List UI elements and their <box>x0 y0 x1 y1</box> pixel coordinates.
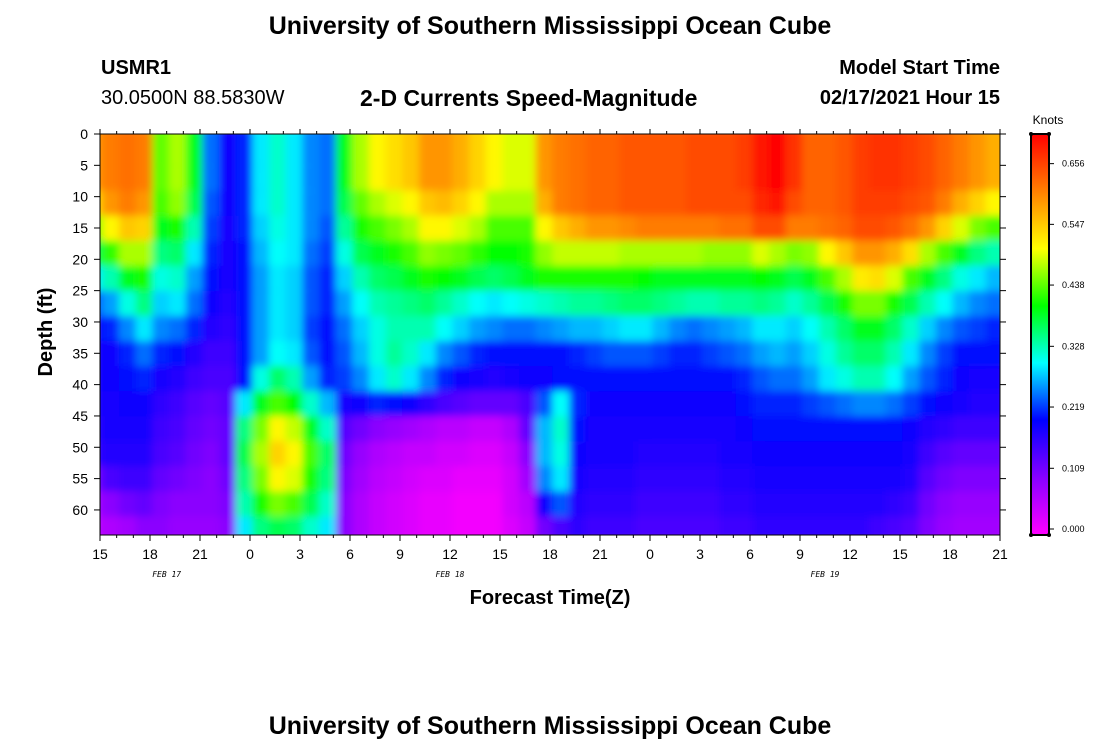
colorbar-units: Knots <box>1033 113 1064 127</box>
x-tick-label: 15 <box>892 546 908 562</box>
x-tick-label: 0 <box>246 546 254 562</box>
y-tick-label: 0 <box>80 126 88 142</box>
y-tick-label: 20 <box>72 251 88 267</box>
colorbar-corner <box>1029 132 1033 136</box>
date-label: FEB 17 <box>152 570 181 579</box>
date-label: FEB 19 <box>811 570 840 579</box>
colorbar-corner <box>1047 533 1051 537</box>
date-label: FEB 18 <box>436 570 465 579</box>
x-tick-label: 6 <box>746 546 754 562</box>
y-tick-label: 60 <box>72 502 88 518</box>
colorbar-corner <box>1029 533 1033 537</box>
y-tick-label: 10 <box>72 189 88 205</box>
x-tick-label: 15 <box>492 546 508 562</box>
chart-subtitle: 2-D Currents Speed-Magnitude <box>360 85 698 111</box>
y-tick-label: 35 <box>72 345 88 361</box>
x-tick-label: 18 <box>142 546 158 562</box>
x-tick-label: 3 <box>696 546 704 562</box>
colorbar-tick-label: 0.000 <box>1062 524 1085 534</box>
y-tick-label: 5 <box>80 157 88 173</box>
x-tick-label: 21 <box>192 546 208 562</box>
colorbar-tick-label: 0.656 <box>1062 159 1085 169</box>
x-tick-label: 18 <box>542 546 558 562</box>
x-tick-label: 9 <box>396 546 404 562</box>
x-tick-label: 15 <box>92 546 108 562</box>
x-tick-label: 3 <box>296 546 304 562</box>
x-tick-label: 21 <box>592 546 608 562</box>
colorbar-tick-label: 0.438 <box>1062 280 1085 290</box>
x-axis: 15 18 21 0 3 6 9 12 15 18 21 0 3 6 9 12 15 18 21 FEB 17 FEB … <box>92 129 1008 579</box>
colorbar-tick-label: 0.547 <box>1062 219 1085 229</box>
x-tick-label: 12 <box>442 546 458 562</box>
chart-title-top: University of Southern Mississippi Ocean… <box>268 12 832 40</box>
x-tick-label: 18 <box>942 546 958 562</box>
colorbar-tick-label: 0.328 <box>1062 341 1085 351</box>
y-tick-label: 45 <box>72 408 88 424</box>
y-tick-label: 25 <box>72 283 88 299</box>
station-id: USMR1 <box>101 57 172 79</box>
y-axis: 0 5 10 15 20 25 30 35 40 45 50 55 60 <box>72 126 1006 518</box>
heatmap-cells <box>100 134 1000 535</box>
x-tick-label: 12 <box>842 546 858 562</box>
x-tick-label: 9 <box>796 546 804 562</box>
station-coords: 30.0500N 88.5830W <box>101 87 285 109</box>
colorbar-gradient <box>1030 133 1050 536</box>
colorbar-tick-label: 0.109 <box>1062 463 1085 473</box>
y-tick-label: 55 <box>72 471 88 487</box>
colorbar-corner <box>1047 132 1051 136</box>
y-tick-label: 40 <box>72 377 88 393</box>
x-tick-label: 21 <box>992 546 1008 562</box>
colorbar: 0.000 0.109 0.219 0.328 0.438 0.547 0.656 <box>1029 132 1085 537</box>
y-tick-label: 30 <box>72 314 88 330</box>
y-tick-label: 15 <box>72 220 88 236</box>
heatmap-cell <box>985 516 1000 535</box>
model-start-label: Model Start Time <box>839 57 1000 79</box>
x-tick-label: 6 <box>346 546 354 562</box>
x-tick-label: 0 <box>646 546 654 562</box>
y-axis-title: Depth (ft) <box>35 288 57 377</box>
y-tick-label: 50 <box>72 439 88 455</box>
chart-title-bottom: University of Southern Mississippi Ocean… <box>268 712 832 740</box>
x-axis-title: Forecast Time(Z) <box>470 587 631 609</box>
model-start-time: 02/17/2021 Hour 15 <box>819 87 1000 109</box>
colorbar-tick-label: 0.219 <box>1062 402 1085 412</box>
